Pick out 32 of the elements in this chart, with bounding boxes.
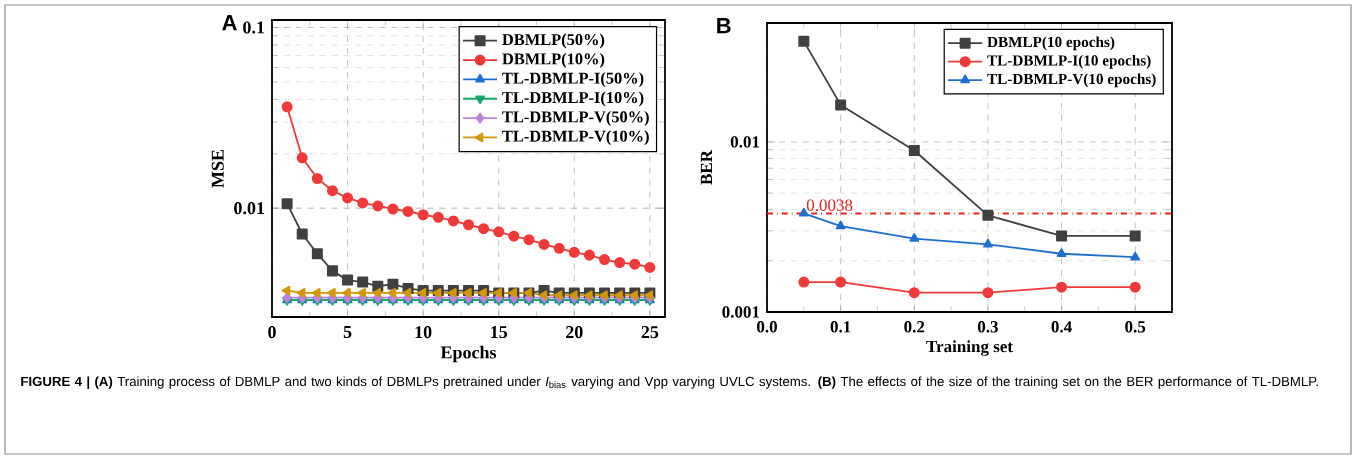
- y-axis-title: BER: [700, 149, 713, 185]
- ref-line-label: 0.0038: [806, 199, 853, 211]
- x-tick-label: 20: [566, 326, 583, 339]
- x-tick-label: 5: [343, 326, 352, 339]
- chart-title: A: [222, 15, 237, 31]
- legend-label: DBMLP(10 epochs): [987, 36, 1115, 51]
- x-tick-label: 10: [415, 326, 432, 339]
- legend-label: TL-DBMLP-V(10 epochs): [987, 73, 1156, 88]
- legend-label: TL-DBMLP-I(10 epochs): [987, 54, 1151, 69]
- y-tick-label: 0.001: [722, 306, 760, 318]
- legend-label: TL-DBMLP-V(50%): [502, 110, 649, 126]
- x-tick-label: 0.3: [977, 321, 998, 333]
- x-tick-label: 15: [491, 326, 508, 339]
- legend-label: TL-DBMLP-I(10%): [502, 91, 644, 107]
- chart-title: B: [717, 18, 731, 34]
- legend-label: TL-DBMLP-I(50%): [502, 72, 644, 88]
- y-axis-title: MSE: [211, 149, 224, 188]
- legend-label: TL-DBMLP-V(10%): [502, 130, 649, 146]
- x-tick-label: 0.2: [904, 321, 925, 333]
- x-axis-title: Epochs: [440, 345, 497, 363]
- x-tick-label: 25: [641, 326, 659, 339]
- legend-label: DBMLP(50%): [502, 33, 605, 49]
- x-tick-label: 0.1: [830, 321, 851, 333]
- x-axis-title: Training set: [926, 340, 1013, 356]
- x-tick-label: 0: [268, 326, 276, 339]
- y-tick-label: 0.01: [234, 202, 265, 215]
- x-tick-label: 0.4: [1051, 321, 1072, 333]
- x-tick-label: 0.0: [757, 321, 777, 333]
- y-tick-label: 0.01: [730, 136, 760, 148]
- legend-label: DBMLP(10%): [502, 52, 605, 68]
- x-tick-label: 0.5: [1125, 321, 1146, 333]
- text: FIGURE 4 | (A) Training process of DBMLP and two kinds of DBMLPs pretrained under I$_{bias}$ varying and Vpp varying UVLC systems. (B) The effects of the size of the training set on the BER performance of TL-DBMLP.: [21, 376, 1318, 389]
